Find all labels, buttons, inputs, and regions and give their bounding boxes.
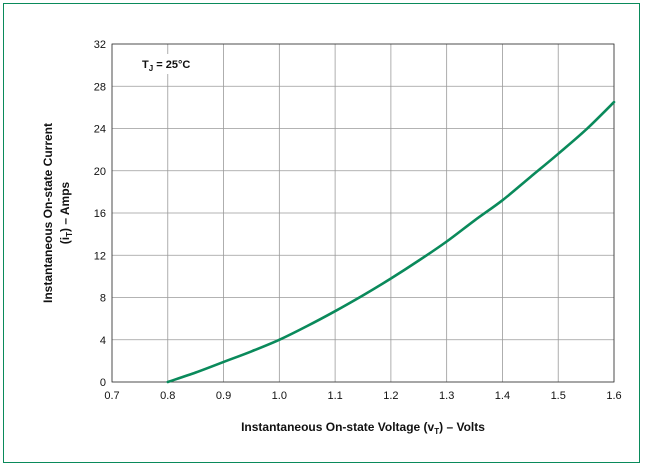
series-line (166, 100, 616, 384)
y-tick-label: 4 (100, 335, 106, 347)
y-tick-label: 16 (94, 208, 106, 220)
x-tick-label: 0.9 (216, 390, 231, 402)
y-tick-label: 12 (94, 250, 106, 262)
x-tick-label: 1.1 (327, 390, 342, 402)
y-axis-title-pre: (i (58, 237, 72, 244)
x-tick-label: 1.2 (383, 390, 398, 402)
plot-border (111, 43, 615, 383)
y-axis-title-line1: Instantaneous On-state Current (41, 123, 55, 303)
y-tick-label: 20 (94, 166, 106, 178)
y-tick-label: 24 (94, 124, 106, 136)
annotation-label: TJ = 25°C (142, 59, 190, 73)
x-axis-title: Instantaneous On-state Voltage (vT) – Vo… (241, 420, 485, 436)
x-tick-label: 0.7 (104, 390, 119, 402)
annotation-main: T (142, 59, 149, 71)
x-tick-labels: 0.7 0.8 0.9 1.0 1.1 1.2 1.3 1.4 1.5 1.6 (104, 390, 621, 402)
series-group (166, 100, 616, 384)
x-tick-label: 1.4 (495, 390, 510, 402)
x-tick-label: 0.8 (160, 390, 175, 402)
y-tick-label: 28 (94, 81, 106, 93)
y-tick-label: 8 (100, 293, 106, 305)
x-axis-title-pre: Instantaneous On-state Voltage (v (241, 420, 434, 434)
y-axis-title-sub: T (65, 232, 74, 237)
x-tick-label: 1.5 (551, 390, 566, 402)
annotation-rest: = 25°C (153, 59, 190, 71)
x-axis-title-sub: T (434, 427, 439, 436)
annotation-box (136, 54, 208, 74)
y-tick-label: 32 (94, 39, 106, 51)
y-axis-title-line2: (iT) – Amps (58, 181, 74, 244)
y-tick-labels: 0 4 8 12 16 20 24 28 32 (94, 39, 106, 389)
annotation-sub: J (149, 64, 153, 73)
x-tick-label: 1.6 (606, 390, 621, 402)
x-tick-label: 1.0 (272, 390, 287, 402)
y-tick-label: 0 (100, 377, 106, 389)
y-axis-title-post: ) – Amps (58, 181, 72, 232)
x-tick-label: 1.3 (439, 390, 454, 402)
x-axis-title-post: ) – Volts (439, 420, 485, 434)
